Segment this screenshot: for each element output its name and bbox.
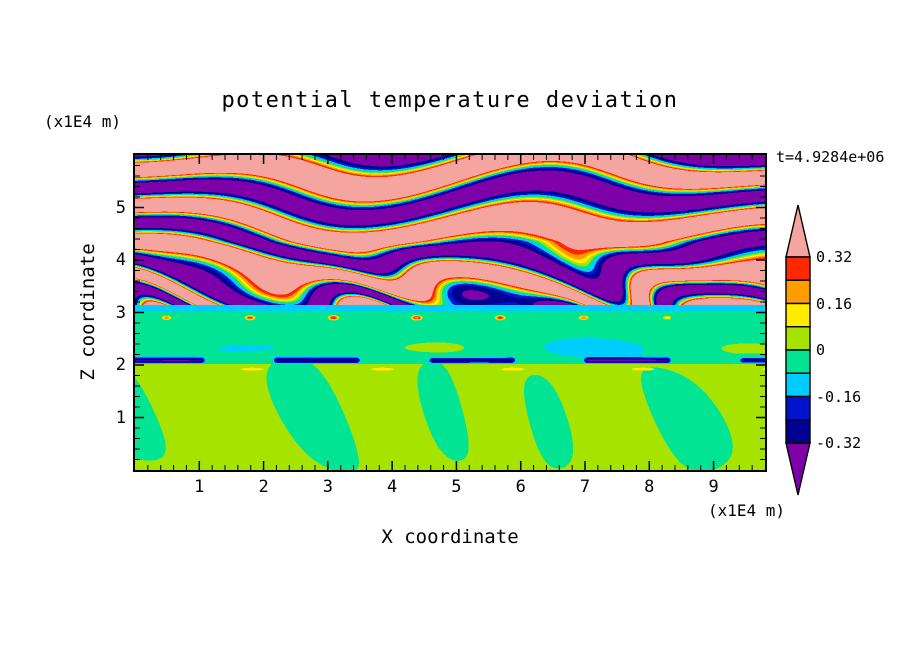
colorbar-tick-label: -0.16 xyxy=(816,387,862,406)
x-tick-label: 2 xyxy=(258,477,269,497)
x-tick-label: 6 xyxy=(515,477,526,497)
colorbar-tick-label: 0 xyxy=(816,341,826,359)
colorbar: 0.32 0.16 0 -0.16 -0.32 xyxy=(782,202,902,512)
z-tick-label: 1 xyxy=(115,407,126,428)
x-tick-label: 5 xyxy=(451,477,462,497)
time-annotation: t=4.9284e+06 xyxy=(776,148,885,166)
colorbar-tick-label: -0.32 xyxy=(816,434,862,452)
colorbar-tick-label: 0.32 xyxy=(816,248,853,266)
z-tick-label: 3 xyxy=(115,302,126,323)
z-axis-units-label: (x1E4 m) xyxy=(44,112,122,131)
z-tick-label: 5 xyxy=(115,197,126,218)
x-tick-label: 8 xyxy=(644,477,655,497)
z-tick-label: 4 xyxy=(115,250,126,270)
x-tick-label: 3 xyxy=(322,477,333,497)
x-tick-label: 1 xyxy=(194,477,205,497)
chart-title: potential temperature deviation xyxy=(221,88,679,113)
z-tick-label: 2 xyxy=(115,355,126,375)
x-tick-label: 4 xyxy=(387,477,398,497)
colorbar-tick-label: 0.16 xyxy=(816,294,853,313)
x-axis-units-label: (x1E4 m) xyxy=(707,501,785,520)
x-axis-title: X coordinate xyxy=(381,526,519,548)
plot-area xyxy=(133,153,767,472)
x-tick-label: 9 xyxy=(708,477,719,497)
x-tick-label: 7 xyxy=(579,477,591,497)
colorbar-bar xyxy=(785,204,811,496)
contour-field-canvas xyxy=(135,155,765,470)
